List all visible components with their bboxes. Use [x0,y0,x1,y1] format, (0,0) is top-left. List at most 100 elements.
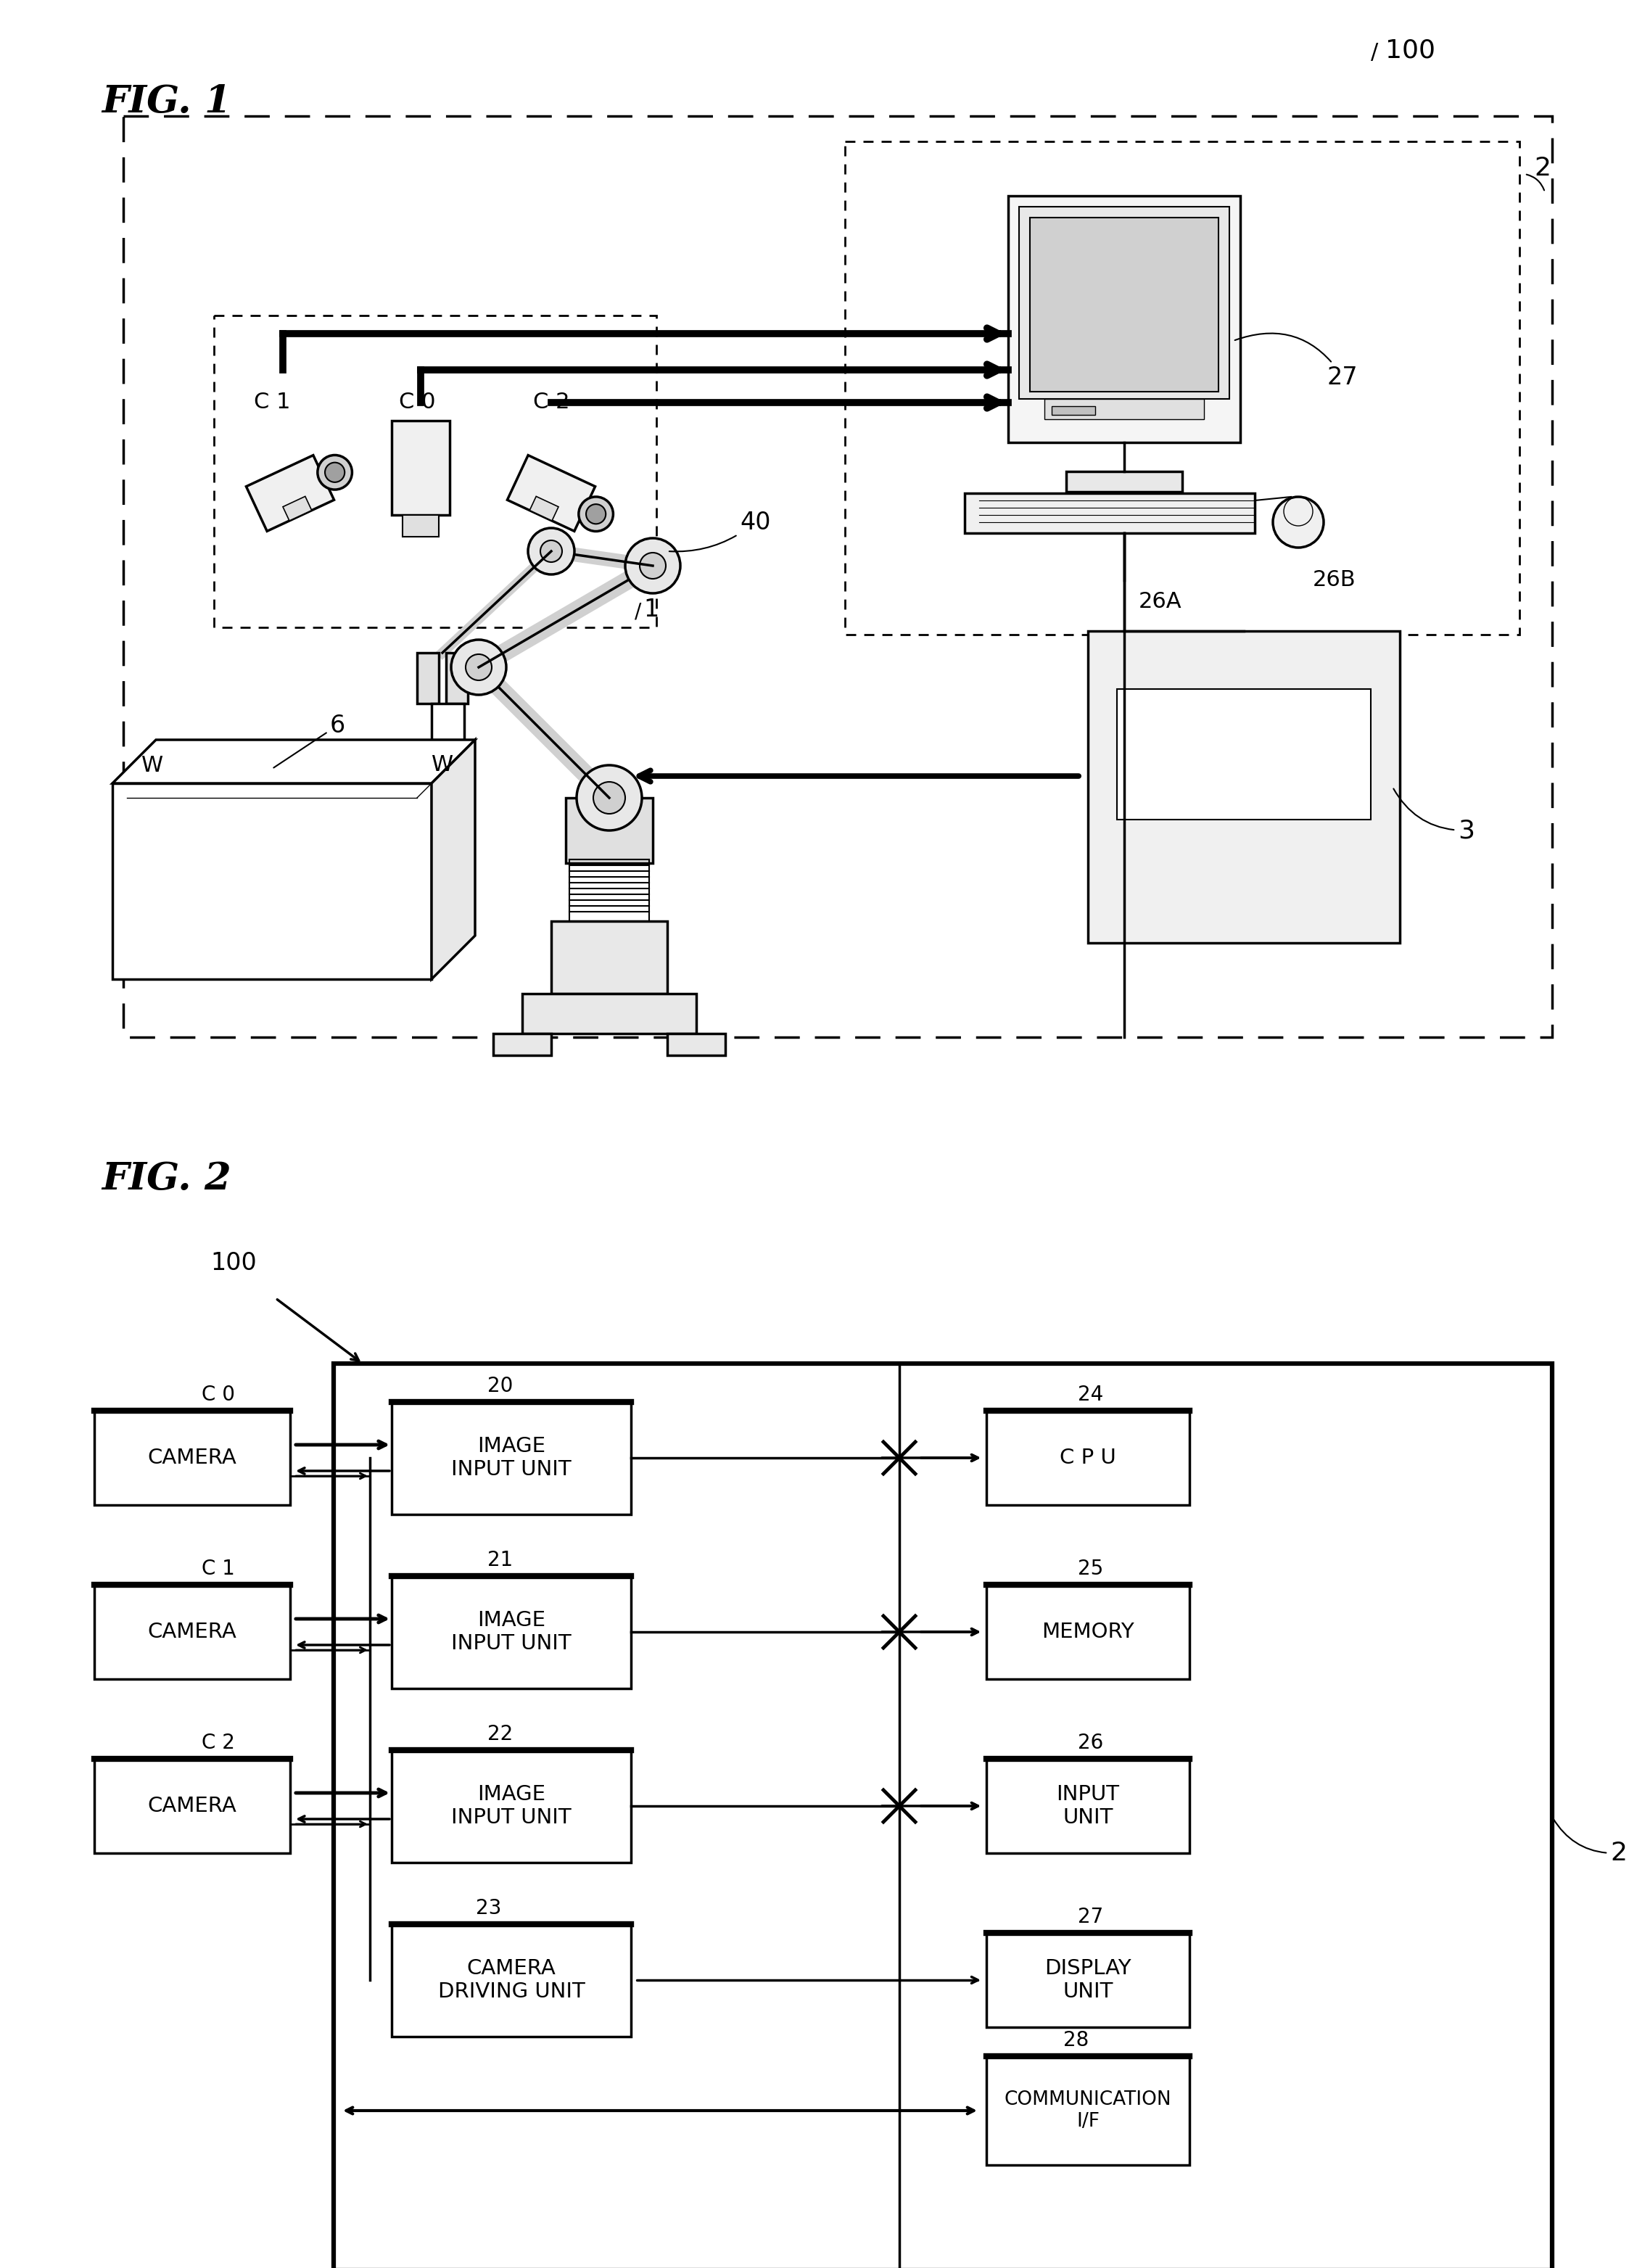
Bar [446,653,468,703]
Bar [391,1402,630,1515]
Text: 23: 23 [476,1898,502,1919]
Circle shape [586,503,606,524]
Bar [565,798,653,864]
Text: W: W [432,755,453,776]
Polygon shape [529,497,559,522]
Bar [1088,631,1399,943]
Text: 24: 24 [1078,1383,1103,1404]
Text: 22: 22 [487,1724,513,1744]
Bar [987,1760,1189,1853]
Bar [494,1034,551,1055]
Text: 25: 25 [1078,1558,1103,1579]
Text: C 0: C 0 [399,392,435,413]
Text: CAMERA: CAMERA [148,1622,236,1642]
Bar [987,1585,1189,1678]
Text: 26B: 26B [1313,569,1355,590]
Text: 27: 27 [1235,333,1359,390]
Text: 26: 26 [1078,1733,1103,1753]
Bar [112,782,432,980]
Text: IMAGE
INPUT UNIT: IMAGE INPUT UNIT [451,1436,572,1479]
Bar [391,420,450,515]
Bar [391,1923,630,2037]
Text: 40: 40 [670,510,771,551]
Bar [1065,472,1183,492]
Text: 27: 27 [1078,1907,1103,1928]
Bar [1044,399,1204,420]
Text: MEMORY: MEMORY [1041,1622,1134,1642]
Text: W: W [142,755,163,776]
Text: C 2: C 2 [202,1733,235,1753]
Bar [1008,195,1240,442]
Circle shape [593,782,626,814]
Circle shape [577,764,642,830]
Circle shape [466,653,492,680]
Bar [845,141,1520,635]
Text: IMAGE
INPUT UNIT: IMAGE INPUT UNIT [451,1610,572,1653]
Text: 100: 100 [210,1252,257,1275]
Bar [213,315,656,628]
Text: CAMERA: CAMERA [148,1796,236,1817]
Bar [523,993,696,1034]
Text: C 2: C 2 [533,392,570,413]
Bar [668,1034,725,1055]
Bar [1020,206,1230,399]
Text: 100: 100 [1385,39,1435,64]
Circle shape [318,456,352,490]
Text: IMAGE
INPUT UNIT: IMAGE INPUT UNIT [451,1785,572,1828]
Text: 21: 21 [487,1549,513,1569]
Bar [570,860,648,921]
Text: C 1: C 1 [254,392,290,413]
Bar [964,492,1254,533]
Text: 20: 20 [487,1377,513,1397]
Bar [94,1585,290,1678]
Bar [402,515,438,538]
Bar [391,1576,630,1687]
Text: DISPLAY
UNIT: DISPLAY UNIT [1044,1957,1131,2003]
Text: 2: 2 [1535,156,1551,181]
Text: FIG. 1: FIG. 1 [101,84,231,120]
Circle shape [451,640,507,694]
Bar [391,1751,630,1862]
Text: INPUT
UNIT: INPUT UNIT [1056,1785,1119,1828]
Bar [1052,406,1095,415]
Circle shape [528,528,575,574]
Bar [987,2057,1189,2166]
Text: 26A: 26A [1139,592,1183,612]
Bar [1117,689,1370,819]
Bar [94,1760,290,1853]
Text: C 1: C 1 [202,1558,235,1579]
Text: FIG. 2: FIG. 2 [101,1161,231,1198]
Bar [987,1932,1189,2028]
Text: /: / [635,601,642,621]
Circle shape [1272,497,1324,547]
Text: 6: 6 [274,714,345,767]
Bar [987,1411,1189,1506]
Bar [432,703,464,739]
Bar [94,1411,290,1506]
Text: C 0: C 0 [202,1383,235,1404]
Bar [334,1363,1552,2268]
Bar [551,921,668,993]
Text: CAMERA
DRIVING UNIT: CAMERA DRIVING UNIT [438,1957,585,2003]
Polygon shape [112,739,476,782]
Polygon shape [432,739,476,980]
Bar [417,653,438,703]
Bar [124,116,1552,1036]
Circle shape [324,463,345,483]
Text: 3: 3 [1393,789,1474,844]
Text: COMMUNICATION
I/F: COMMUNICATION I/F [1005,2091,1171,2132]
Text: /: / [1370,43,1378,64]
Text: C P U: C P U [1060,1447,1116,1467]
Text: 2: 2 [1552,1819,1627,1867]
Bar [1030,218,1218,392]
Text: 1: 1 [643,599,658,621]
Circle shape [640,553,666,578]
Polygon shape [283,497,311,522]
Circle shape [541,540,562,562]
Polygon shape [507,456,595,531]
Text: 28: 28 [1064,2030,1090,2050]
Circle shape [626,538,681,594]
Text: CAMERA: CAMERA [148,1447,236,1467]
Circle shape [578,497,613,531]
Polygon shape [246,456,334,531]
